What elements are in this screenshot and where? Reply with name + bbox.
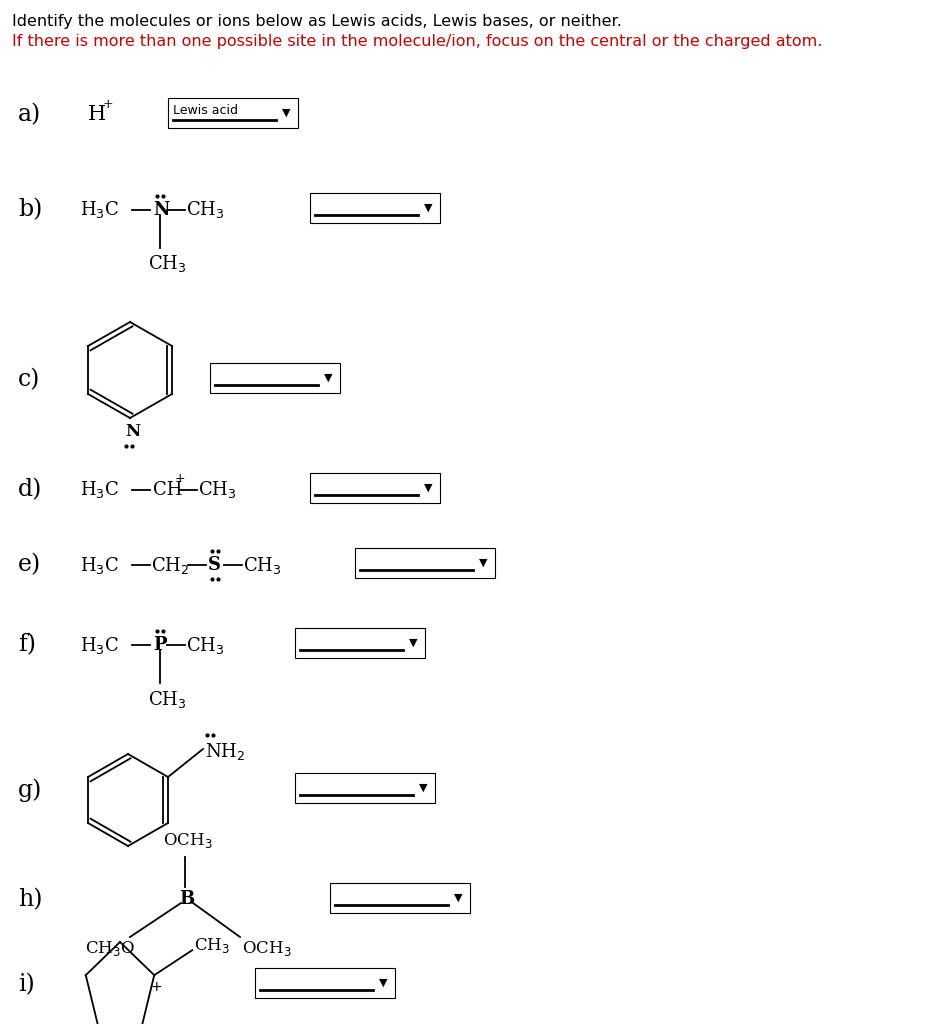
Text: ▼: ▼ (379, 978, 388, 988)
Text: S: S (208, 556, 221, 574)
Text: Identify the molecules or ions below as Lewis acids, Lewis bases, or neither.: Identify the molecules or ions below as … (12, 14, 622, 29)
Text: H: H (88, 105, 106, 125)
Bar (295, 773, 435, 803)
Text: H$_3$C: H$_3$C (80, 635, 119, 655)
Text: ▼: ▼ (424, 483, 432, 493)
Text: +: + (103, 98, 114, 112)
Text: d): d) (18, 478, 43, 502)
Bar (310, 193, 440, 223)
Text: CH$_3$O: CH$_3$O (85, 939, 135, 958)
Text: b): b) (18, 199, 43, 221)
Text: g): g) (18, 778, 43, 802)
Text: c): c) (18, 369, 40, 391)
Text: CH$_3$: CH$_3$ (186, 635, 224, 655)
Bar (310, 473, 440, 503)
Text: +: + (175, 471, 185, 484)
Text: +: + (150, 980, 162, 994)
Text: H$_3$C: H$_3$C (80, 555, 119, 575)
Text: P: P (153, 636, 166, 654)
Text: H$_3$C: H$_3$C (80, 479, 119, 501)
Bar (330, 883, 470, 913)
Text: ▼: ▼ (479, 558, 487, 568)
Text: ▼: ▼ (419, 783, 428, 793)
Text: e): e) (18, 554, 41, 577)
Text: h): h) (18, 889, 43, 911)
Bar (210, 362, 340, 393)
Text: H$_3$C: H$_3$C (80, 200, 119, 220)
Text: CH$_3$: CH$_3$ (243, 555, 281, 575)
Text: ▼: ▼ (424, 203, 432, 213)
Text: If there is more than one possible site in the molecule/ion, focus on the centra: If there is more than one possible site … (12, 34, 823, 49)
Text: i): i) (18, 974, 35, 996)
Text: N: N (125, 424, 141, 440)
Text: ▼: ▼ (454, 893, 463, 903)
Text: CH$_3$: CH$_3$ (148, 254, 186, 274)
Text: B: B (179, 890, 194, 908)
Text: CH: CH (153, 481, 182, 499)
Text: NH$_2$: NH$_2$ (205, 741, 245, 763)
Bar (168, 98, 298, 128)
Text: CH$_3$: CH$_3$ (186, 200, 224, 220)
Bar (255, 968, 395, 998)
Text: a): a) (18, 103, 41, 127)
Text: OCH$_3$: OCH$_3$ (242, 939, 292, 958)
Text: CH$_3$: CH$_3$ (148, 688, 186, 710)
Bar (295, 628, 425, 658)
Text: f): f) (18, 634, 36, 656)
Bar (355, 548, 495, 578)
Text: CH$_3$: CH$_3$ (194, 936, 230, 954)
Text: ▼: ▼ (282, 108, 291, 118)
Text: ▼: ▼ (408, 638, 417, 648)
Text: Lewis acid: Lewis acid (173, 104, 238, 118)
Text: CH$_2$: CH$_2$ (151, 555, 189, 575)
Text: CH$_3$: CH$_3$ (198, 479, 237, 501)
Text: OCH$_3$: OCH$_3$ (163, 831, 213, 851)
Text: N: N (153, 201, 169, 219)
Text: ▼: ▼ (324, 373, 332, 383)
